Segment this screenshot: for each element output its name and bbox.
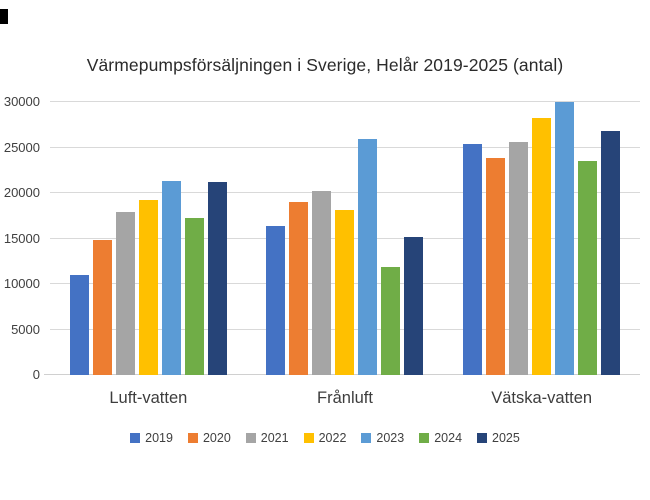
bar-2023 [358,139,378,375]
legend-swatch-icon [187,433,198,443]
legend-item-2021: 2021 [245,431,289,445]
bar-2024 [381,266,401,375]
bar-2020 [486,158,506,375]
gridline [50,192,640,193]
legend-swatch-icon [361,433,372,443]
bar-2019 [69,274,89,375]
bar-2024 [184,218,204,375]
legend-swatch-icon [477,433,488,443]
x-axis: Luft-vatten Frånluft Vätska-vatten [50,389,640,408]
bar-2020 [92,240,112,375]
bar-2021 [312,191,332,375]
y-tick-label: 30000 [3,94,40,109]
legend-swatch-icon [419,433,430,443]
bar-2022 [335,210,355,375]
bar-2025 [404,236,424,375]
bar-2021 [509,142,529,375]
screen-edge-artifact [0,9,8,24]
y-tick-label: 20000 [3,185,40,200]
legend-swatch-icon [130,433,141,443]
legend-item-2024: 2024 [419,431,462,445]
legend-item-2022: 2022 [303,431,347,445]
chart-title: Värmepumpsförsäljningen i Sverige, Helår… [86,55,564,75]
legend-label: 2022 [318,431,347,445]
legend-label: 2019 [145,431,173,445]
bar-2019 [266,225,286,375]
bar-group-2 [247,102,444,375]
bar-2020 [289,202,309,375]
plot-area [44,101,640,375]
bar-group-1 [50,102,247,375]
bar-2022 [138,200,158,375]
category-label: Vätska-vatten [491,389,593,407]
bar-group-3 [443,102,640,375]
legend-item-2023: 2023 [361,431,404,445]
bar-2022 [532,118,552,375]
legend-label: 2025 [492,431,520,445]
y-tick-label: 15000 [3,230,40,246]
legend-item-2025: 2025 [477,431,520,445]
legend-item-2020: 2020 [187,431,231,445]
bar-2019 [463,143,483,375]
legend: 2019 2020 2021 2022 2023 2024 2025 [0,431,650,445]
legend-label: 2021 [260,431,289,445]
bar-groups [50,102,640,375]
legend-swatch-icon [245,433,256,443]
category-label: Luft-vatten [109,389,188,407]
legend-label: 2023 [376,431,405,445]
gridline [50,101,640,102]
category-label: Frånluft [317,389,373,407]
bar-2024 [578,161,598,375]
legend-item-2019: 2019 [130,431,173,445]
y-tick-label: 5000 [11,321,40,337]
bar-2025 [207,182,227,375]
y-tick-label: 0 [32,367,40,382]
gridline [50,146,640,148]
bar-2023 [161,181,181,375]
y-tick-label: 10000 [3,276,40,291]
y-tick-label: 25000 [3,139,40,155]
bar-2021 [115,212,135,375]
bar-2025 [601,131,621,375]
bar-2023 [555,102,575,375]
legend-label: 2024 [434,431,463,445]
legend-swatch-icon [303,433,314,443]
legend-label: 2020 [202,431,231,445]
